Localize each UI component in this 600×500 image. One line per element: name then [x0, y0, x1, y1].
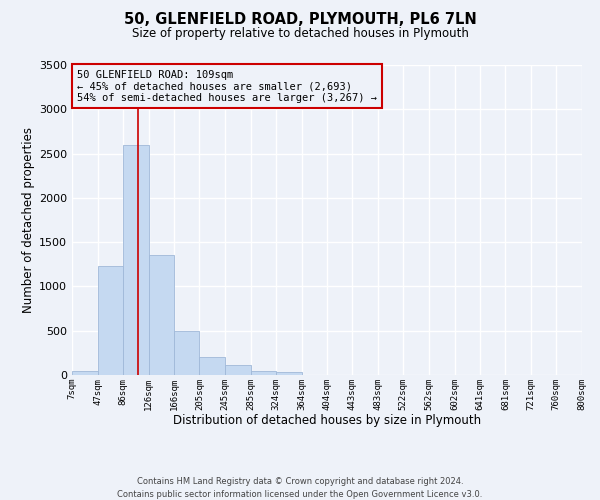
Text: 50 GLENFIELD ROAD: 109sqm
← 45% of detached houses are smaller (2,693)
54% of se: 50 GLENFIELD ROAD: 109sqm ← 45% of detac… — [77, 70, 377, 103]
Bar — [199, 358, 225, 375]
Bar — [149, 256, 174, 375]
Bar — [225, 366, 251, 375]
Bar — [174, 330, 199, 375]
Bar — [123, 144, 149, 375]
Bar — [72, 370, 98, 375]
Text: 50, GLENFIELD ROAD, PLYMOUTH, PL6 7LN: 50, GLENFIELD ROAD, PLYMOUTH, PL6 7LN — [124, 12, 476, 28]
Bar — [251, 370, 276, 375]
Text: Contains HM Land Registry data © Crown copyright and database right 2024.: Contains HM Land Registry data © Crown c… — [137, 478, 463, 486]
Text: Contains public sector information licensed under the Open Government Licence v3: Contains public sector information licen… — [118, 490, 482, 499]
Bar — [98, 266, 123, 375]
Y-axis label: Number of detached properties: Number of detached properties — [22, 127, 35, 313]
Text: Size of property relative to detached houses in Plymouth: Size of property relative to detached ho… — [131, 28, 469, 40]
Bar — [276, 372, 302, 375]
X-axis label: Distribution of detached houses by size in Plymouth: Distribution of detached houses by size … — [173, 414, 481, 427]
